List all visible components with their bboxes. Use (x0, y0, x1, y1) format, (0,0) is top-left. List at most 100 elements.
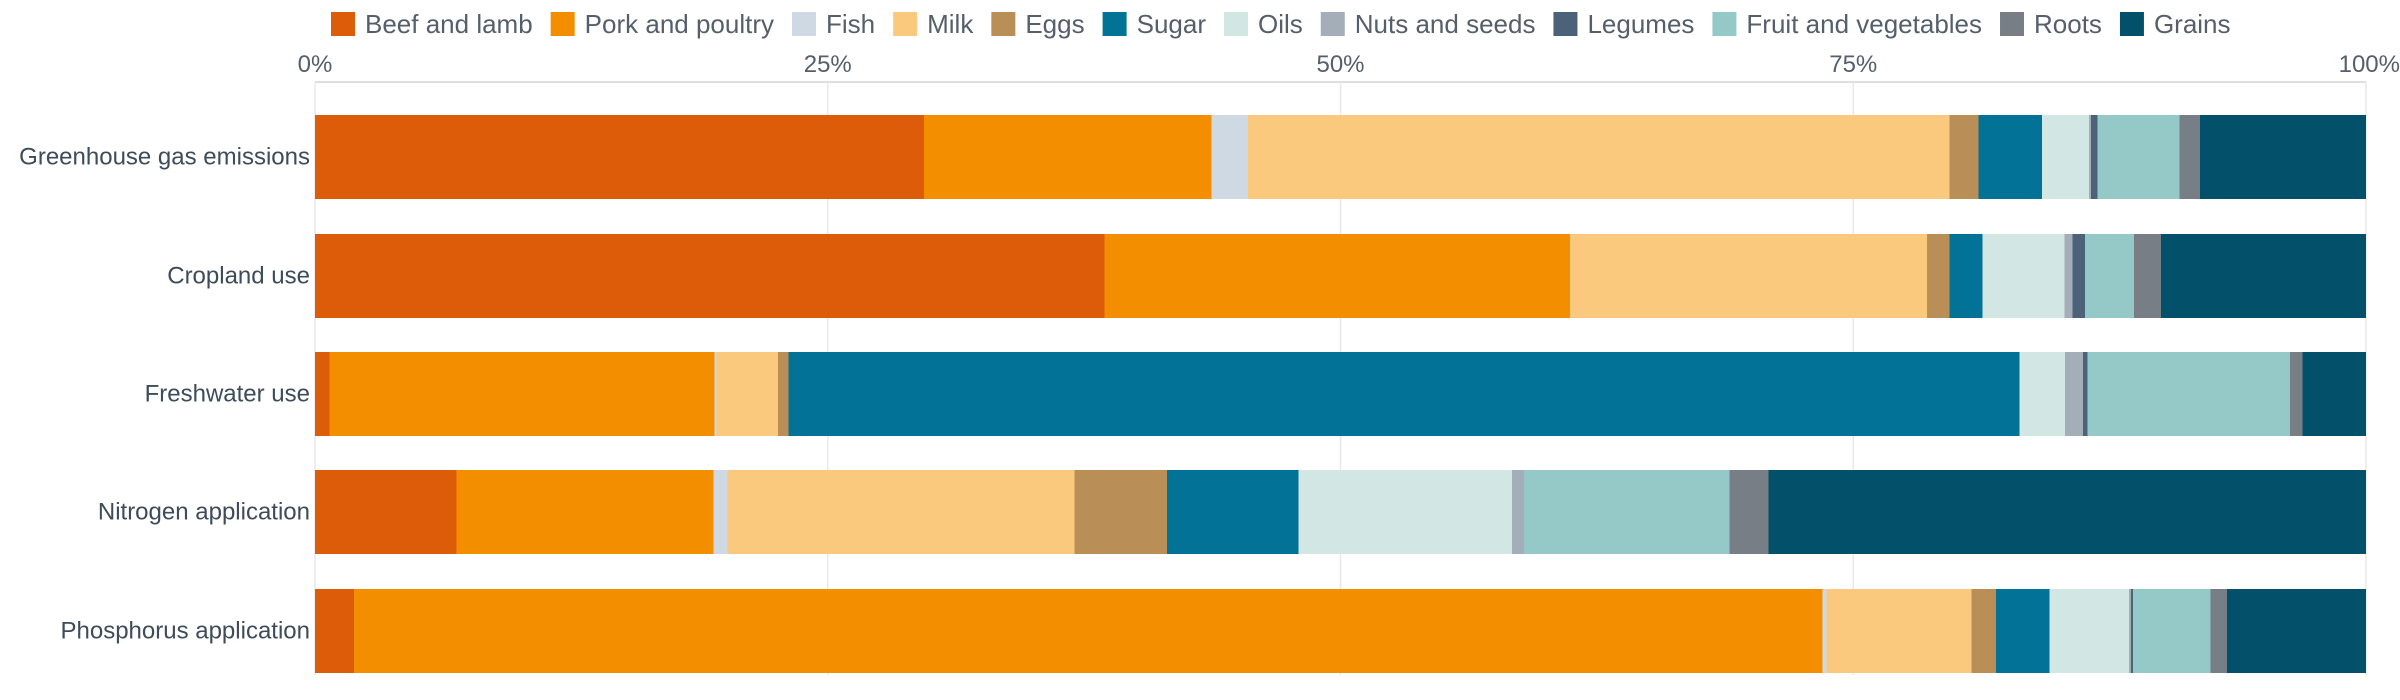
bar-segment-milk (1826, 589, 1972, 673)
bar-segment-legumes (2083, 352, 2088, 436)
x-tick-label: 75% (1829, 51, 1877, 78)
legend-label-pork-and-poultry: Pork and poultry (585, 9, 774, 39)
bar-segment-beef-and-lamb (315, 115, 925, 199)
bar-segment-sugar (1167, 470, 1299, 554)
bar-segment-beef-and-lamb (315, 589, 354, 673)
bar-segment-beef-and-lamb (315, 470, 457, 554)
bar-segment-oils (2041, 115, 2090, 199)
legend-label-beef-and-lamb: Beef and lamb (365, 9, 533, 39)
bar-segment-fish (714, 352, 717, 436)
bar-segment-pork-and-poultry (924, 115, 1212, 199)
legend-swatch-beef-and-lamb (331, 12, 355, 36)
legend: Beef and lamb Pork and poultry Fish Milk Egg… (331, 9, 2231, 39)
x-axis-ticks: 0% 25% 50% 75% 100% (298, 51, 2400, 78)
x-tick-label: 50% (1316, 51, 1364, 78)
bar-segment-legumes (2091, 115, 2098, 199)
x-tick-label: 25% (804, 51, 852, 78)
bar-segment-grains (1768, 470, 2366, 554)
bar-segment-fruit-and-vegetables (2133, 589, 2211, 673)
bar-segment-roots (1729, 470, 1769, 554)
bar-segment-milk (1248, 115, 1950, 199)
bar-segment-milk (1570, 234, 1928, 318)
bar-segment-eggs (1949, 115, 1979, 199)
bar-segment-pork-and-poultry (353, 589, 1823, 673)
legend-swatch-fish (792, 12, 816, 36)
bar-row-nitrogen-application (315, 470, 2366, 554)
bar-segment-beef-and-lamb (315, 234, 1105, 318)
legend-label-eggs: Eggs (1025, 9, 1084, 39)
bar-segment-pork-and-poultry (1104, 234, 1571, 318)
bars (315, 115, 2366, 673)
legend-label-grains: Grains (2154, 9, 2231, 39)
category-labels: Greenhouse gas emissions Cropland use Fres… (19, 144, 310, 645)
category-label-cropland-use: Cropland use (167, 263, 310, 290)
bar-segment-eggs (1074, 470, 1168, 554)
bar-segment-grains (2302, 352, 2366, 436)
category-label-phosphorus-application: Phosphorus application (60, 618, 310, 645)
bar-segment-sugar (788, 352, 2020, 436)
bar-segment-beef-and-lamb (315, 352, 330, 436)
legend-label-sugar: Sugar (1137, 9, 1207, 39)
bar-segment-sugar (1996, 589, 2050, 673)
bar-segment-roots (2179, 115, 2200, 199)
category-label-greenhouse-gas-emissions: Greenhouse gas emissions (19, 144, 310, 171)
bar-segment-eggs (1927, 234, 1950, 318)
legend-label-nuts-and-seeds: Nuts and seeds (1355, 9, 1536, 39)
x-tick-label: 100% (2339, 51, 2400, 78)
bar-segment-legumes (2072, 234, 2086, 318)
bar-segment-legumes (2131, 589, 2134, 673)
legend-swatch-oils (1224, 12, 1248, 36)
legend-label-fruit-and-vegetables: Fruit and vegetables (1746, 9, 1982, 39)
bar-segment-roots (2210, 589, 2228, 673)
bar-segment-nuts-and-seeds (2089, 115, 2092, 199)
legend-swatch-roots (2000, 12, 2025, 36)
bar-segment-oils (1298, 470, 1512, 554)
category-label-nitrogen-application: Nitrogen application (98, 499, 310, 526)
bar-segment-nuts-and-seeds (1511, 470, 1525, 554)
bar-segment-grains (2199, 115, 2366, 199)
bar-segment-grains (2227, 589, 2366, 673)
legend-swatch-eggs (991, 12, 1016, 36)
bar-segment-pork-and-poultry (456, 470, 714, 554)
bar-row-freshwater-use (315, 352, 2366, 436)
bar-segment-sugar (1949, 234, 1983, 318)
legend-label-legumes: Legumes (1587, 9, 1694, 39)
legend-swatch-nuts-and-seeds (1320, 12, 1345, 36)
bar-segment-fish (713, 470, 728, 554)
bar-segment-fruit-and-vegetables (2097, 115, 2180, 199)
x-tick-label: 0% (298, 51, 333, 78)
bar-row-phosphorus-application (315, 589, 2366, 673)
legend-swatch-sugar (1102, 12, 1127, 36)
bar-row-cropland-use (315, 234, 2366, 318)
bar-row-greenhouse-gas-emissions (315, 115, 2366, 199)
bar-segment-fish (1822, 589, 1827, 673)
bar-segment-eggs (778, 352, 789, 436)
legend-swatch-fruit-and-vegetables (1712, 12, 1737, 36)
bar-segment-nuts-and-seeds (2064, 352, 2084, 436)
legend-swatch-grains (2119, 12, 2144, 36)
bar-segment-grains (2160, 234, 2366, 318)
bar-segment-pork-and-poultry (329, 352, 715, 436)
legend-label-milk: Milk (927, 9, 974, 39)
legend-swatch-legumes (1553, 12, 1578, 36)
bar-segment-eggs (1971, 589, 1997, 673)
bar-segment-oils (1982, 234, 2065, 318)
legend-swatch-milk (893, 12, 918, 36)
bar-segment-milk (727, 470, 1075, 554)
bar-segment-fruit-and-vegetables (1524, 470, 1730, 554)
bar-segment-milk (716, 352, 779, 436)
legend-swatch-pork-and-poultry (550, 12, 575, 36)
bar-segment-sugar (1978, 115, 2042, 199)
bar-segment-oils (2019, 352, 2065, 436)
legend-label-roots: Roots (2034, 9, 2102, 39)
bar-segment-roots (2134, 234, 2161, 318)
bar-segment-roots (2290, 352, 2303, 436)
bar-segment-oils (2049, 589, 2130, 673)
legend-label-oils: Oils (1258, 9, 1303, 39)
bar-segment-nuts-and-seeds (2129, 589, 2132, 673)
bar-segment-fish (1211, 115, 1249, 199)
bar-segment-fruit-and-vegetables (2085, 234, 2135, 318)
category-label-freshwater-use: Freshwater use (145, 381, 310, 408)
legend-label-fish: Fish (826, 9, 875, 39)
